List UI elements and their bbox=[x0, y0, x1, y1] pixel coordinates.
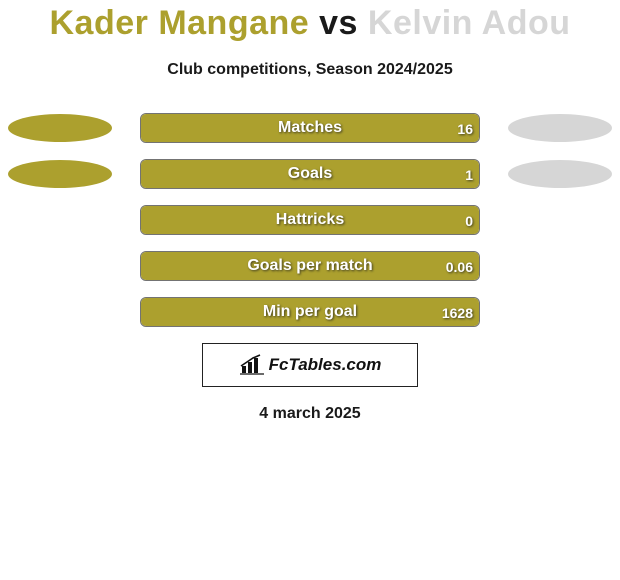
metric-rows: 16Matches 1Goals 0Hattricks 0.06Goals per m… bbox=[0, 113, 620, 327]
player2-fill bbox=[141, 252, 479, 280]
player2-ellipse bbox=[508, 160, 612, 188]
comparison-card: Kader Mangane vs Kelvin Adou Club compet… bbox=[0, 0, 620, 423]
metric-track: 0 bbox=[140, 205, 480, 235]
metric-track: 0.06 bbox=[140, 251, 480, 281]
player2-fill bbox=[141, 160, 479, 188]
player2-ellipse bbox=[508, 114, 612, 142]
vs-separator: vs bbox=[319, 4, 358, 42]
player1-ellipse bbox=[8, 114, 112, 142]
metric-track: 16 bbox=[140, 113, 480, 143]
metric-row: 0.06Goals per match bbox=[0, 251, 620, 281]
metric-track: 1628 bbox=[140, 297, 480, 327]
bar-chart-icon bbox=[239, 354, 265, 376]
player2-fill bbox=[141, 298, 479, 326]
player2-fill bbox=[141, 206, 479, 234]
player2-value: 0.06 bbox=[446, 252, 473, 281]
player2-value: 1 bbox=[465, 160, 473, 189]
player2-value: 16 bbox=[457, 114, 473, 143]
brand-box: FcTables.com bbox=[202, 343, 418, 387]
metric-row: 16Matches bbox=[0, 113, 620, 143]
page-title: Kader Mangane vs Kelvin Adou bbox=[0, 4, 620, 43]
brand-text: FcTables.com bbox=[269, 355, 382, 375]
metric-row: 1628Min per goal bbox=[0, 297, 620, 327]
subtitle: Club competitions, Season 2024/2025 bbox=[0, 61, 620, 79]
player2-name: Kelvin Adou bbox=[368, 4, 571, 42]
metric-track: 1 bbox=[140, 159, 480, 189]
player1-name: Kader Mangane bbox=[50, 4, 310, 42]
metric-row: 0Hattricks bbox=[0, 205, 620, 235]
player1-ellipse bbox=[8, 160, 112, 188]
metric-row: 1Goals bbox=[0, 159, 620, 189]
player2-value: 0 bbox=[465, 206, 473, 235]
date-text: 4 march 2025 bbox=[0, 405, 620, 423]
player2-fill bbox=[141, 114, 479, 142]
player2-value: 1628 bbox=[442, 298, 473, 327]
